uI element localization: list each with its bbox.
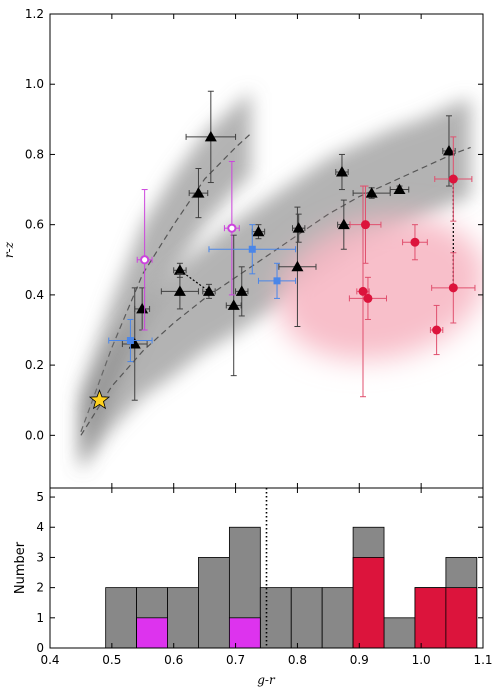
- histogram-x-tick-label: 0.7: [226, 653, 245, 667]
- histogram-y-tick-label: 1: [36, 611, 44, 625]
- histogram-bar: [383, 617, 416, 649]
- scatter-y-tick-label: 0.8: [25, 147, 44, 161]
- data-point-circle-3: [348, 276, 388, 320]
- data-point-open-circle-1: [136, 189, 153, 331]
- data-point-circle-6: [434, 136, 473, 222]
- data-point-triangle-16: [389, 183, 410, 195]
- red-population-region: [277, 215, 483, 360]
- data-point-circle-4: [402, 224, 428, 261]
- histogram-x-tick-label: 0.9: [350, 653, 369, 667]
- histogram-bar: [228, 617, 261, 649]
- data-point-triangle-17: [442, 115, 456, 187]
- data-point-square-2: [208, 224, 297, 275]
- histogram-x-tick-label: 0.6: [164, 653, 183, 667]
- histogram-y-tick-label: 2: [36, 581, 44, 595]
- histogram-bar: [198, 557, 230, 649]
- scatter-y-ticks: 0.0 0.2 0.4 0.6 0.8 1.0 1.2: [25, 7, 484, 488]
- histogram-panel: 0 1 2 3 4 5 0.4 0.5 0.6 0.7 0.8 0.9 1.0 1.1 Number g-…: [13, 487, 493, 687]
- scatter-y-axis-label: r-z: [2, 241, 16, 258]
- histogram-y-tick-label: 3: [36, 550, 44, 564]
- data-point-triangle-12: [291, 213, 306, 243]
- data-point-square-3: [257, 262, 297, 299]
- histogram-y-tick-label: 5: [36, 490, 44, 504]
- data-point-triangle-5: [173, 262, 187, 278]
- data-point-triangle-4: [185, 90, 237, 184]
- histogram-data-layer: [50, 488, 478, 649]
- scatter-y-tick-label: 0.6: [25, 218, 44, 232]
- scatter-y-tick-label: 0.2: [25, 358, 44, 372]
- star-marker: [88, 389, 111, 410]
- histogram-x-tick-label: 0.5: [102, 653, 121, 667]
- histogram-y-axis-label: Number: [13, 541, 28, 594]
- histogram-bar: [259, 587, 292, 649]
- histogram-bar: [445, 587, 478, 649]
- histogram-bar: [136, 617, 168, 649]
- data-point-circle-7: [431, 252, 476, 324]
- histogram-bar: [105, 587, 137, 649]
- histogram-x-tick-label: 0.4: [40, 653, 59, 667]
- data-point-triangle-3: [188, 167, 209, 219]
- histogram-bar: [352, 557, 385, 649]
- histogram-plot-frame: [49, 487, 484, 649]
- histogram-bar: [290, 587, 323, 649]
- histogram-x-tick-label: 1.1: [473, 653, 492, 667]
- histogram-bar: [414, 587, 447, 649]
- scatter-data-layer: [88, 90, 476, 410]
- data-point-triangle-15: [352, 187, 391, 199]
- data-point-open-circle-2: [223, 160, 240, 296]
- scatter-y-tick-label: 1.2: [25, 7, 44, 21]
- data-point-triangle-9: [235, 266, 249, 317]
- data-point-triangle-8: [225, 234, 242, 377]
- data-point-triangle-14: [337, 199, 351, 250]
- sequence-centerline-2: [80, 146, 471, 436]
- scatter-y-tick-label: 0.0: [25, 428, 44, 442]
- histogram-x-tick-label: 0.8: [288, 653, 307, 667]
- data-point-triangle-13: [335, 153, 349, 191]
- scatter-panel: 0.0 0.2 0.4 0.6 0.8 1.0 1.2 r-z: [2, 7, 484, 489]
- histogram-bar: [167, 587, 199, 649]
- data-point-square-1: [108, 318, 153, 363]
- histogram-y-tick-label: 0: [36, 641, 44, 655]
- scatter-background-layer: [80, 91, 483, 474]
- data-point-circle-2: [349, 185, 382, 264]
- histogram-ticks: 0 1 2 3 4 5 0.4 0.5 0.6 0.7 0.8 0.9 1.0 1.1: [36, 488, 493, 667]
- histogram-bar: [321, 587, 354, 649]
- data-point-triangle-6: [160, 273, 199, 310]
- histogram-x-axis-label: g-r: [257, 673, 276, 687]
- scatter-y-tick-label: 0.4: [25, 288, 44, 302]
- data-point-triangle-7: [202, 283, 216, 299]
- histogram-y-tick-label: 4: [36, 520, 44, 534]
- scatter-y-tick-label: 1.0: [25, 77, 44, 91]
- data-point-circle-5: [429, 304, 444, 356]
- histogram-x-tick-label: 1.0: [412, 653, 431, 667]
